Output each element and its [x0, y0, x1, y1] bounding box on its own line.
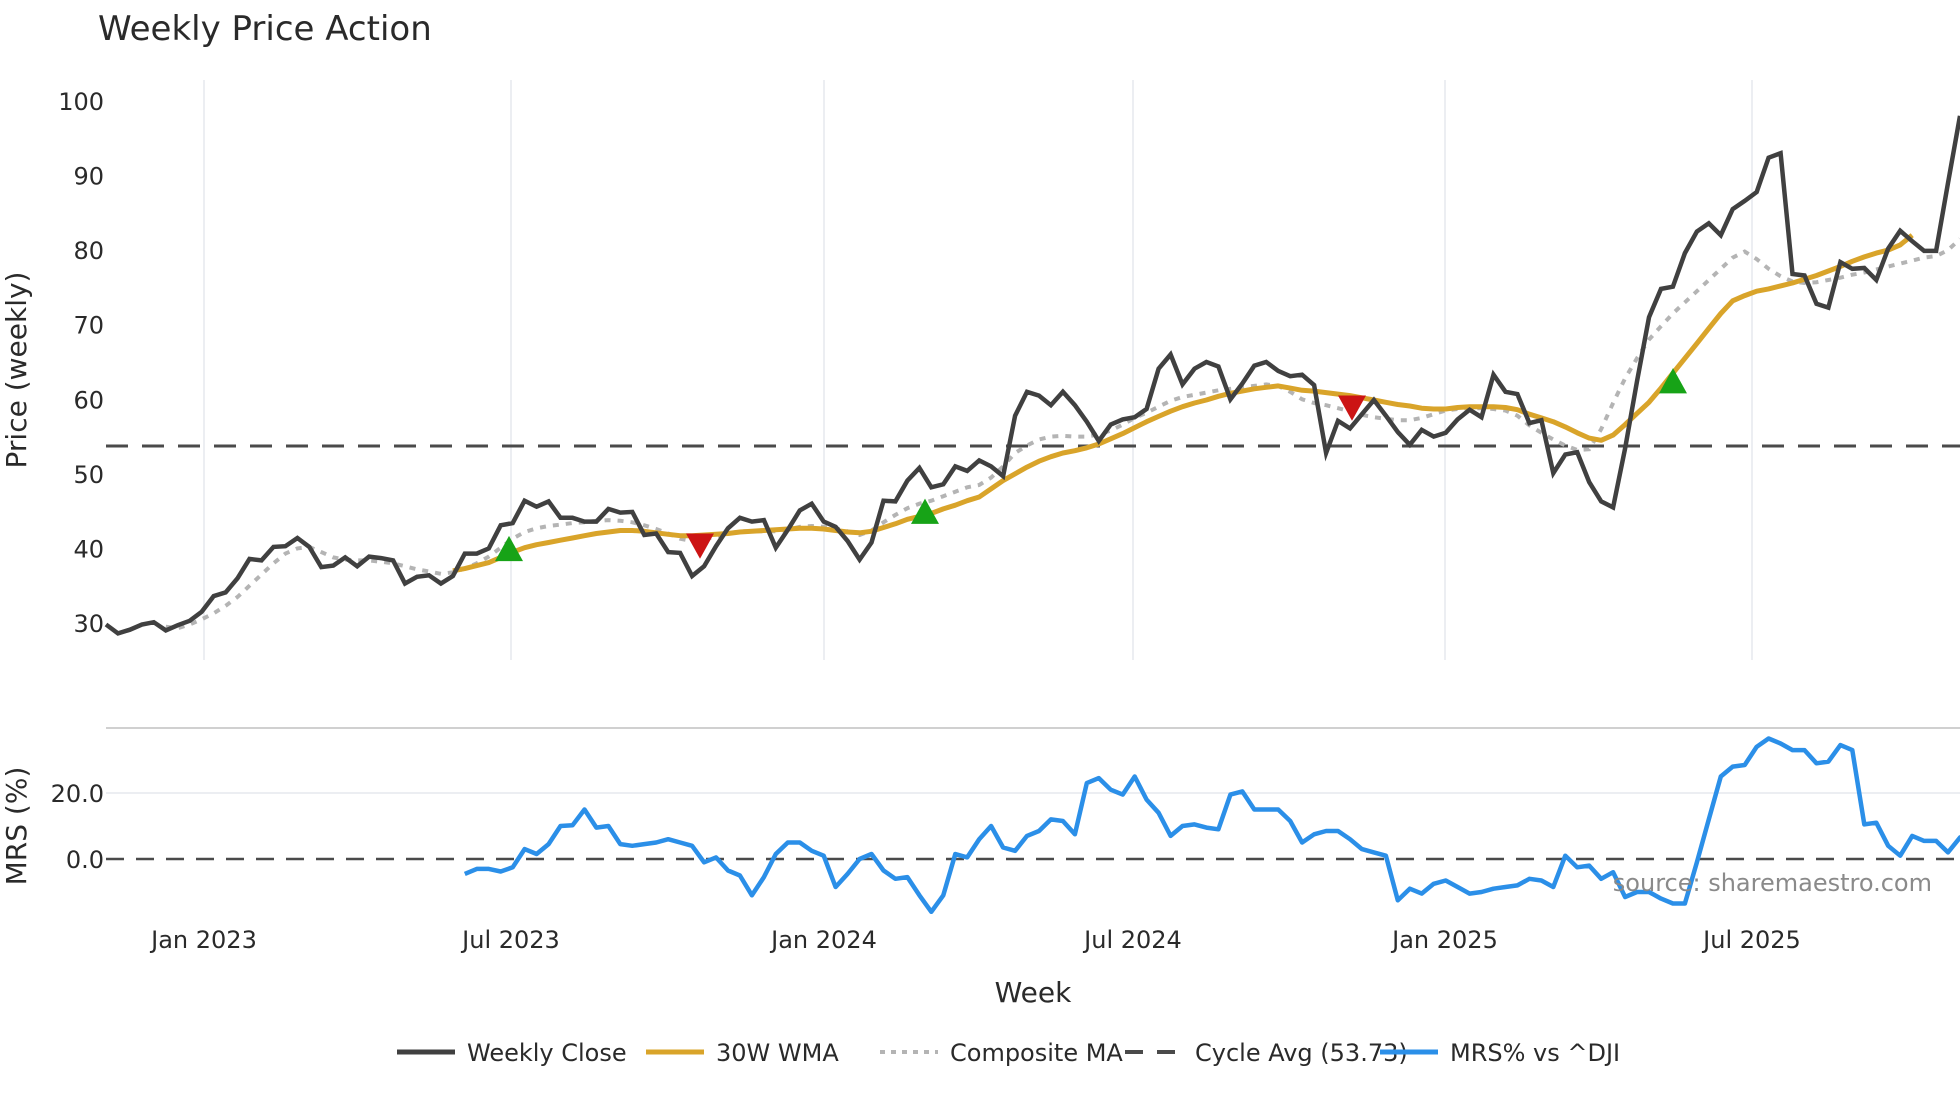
buy-signal-triangle-up-icon — [495, 535, 523, 562]
x-tick-label: Jul 2025 — [1701, 926, 1801, 954]
sell-signal-triangle-down-icon — [686, 533, 714, 559]
x-axis-label: Week — [995, 976, 1072, 1009]
price-vertical-gridlines — [203, 80, 1753, 660]
x-tick-label: Jan 2025 — [1390, 926, 1498, 954]
legend-label-weekly_close: Weekly Close — [467, 1039, 627, 1067]
price-y-ticks: 100 90 80 70 60 50 40 30 — [58, 88, 104, 638]
wma30-line — [452, 233, 1914, 574]
price-y-tick-label: 80 — [73, 237, 104, 265]
x-axis-ticks: Jan 2023 Jul 2023 Jan 2024 Jul 2024 Jan 2025… — [149, 926, 1801, 954]
price-y-tick-label: 30 — [73, 610, 104, 638]
x-tick-label: Jul 2024 — [1082, 926, 1182, 954]
buy-signal-triangle-up-icon — [1659, 368, 1687, 394]
legend-label-mrs: MRS% vs ^DJI — [1450, 1039, 1620, 1067]
legend-label-cycle_avg: Cycle Avg (53.73) — [1195, 1039, 1408, 1067]
price-y-axis-label: Price (weekly) — [0, 272, 33, 469]
sell-signal-triangle-down-icon — [1338, 395, 1366, 421]
mrs-y-tick-label: 0.0 — [66, 846, 104, 874]
composite-ma-line — [165, 237, 1960, 631]
price-y-tick-label: 50 — [73, 461, 104, 489]
x-tick-label: Jul 2023 — [460, 926, 560, 954]
legend-label-composite_ma: Composite MA — [950, 1039, 1123, 1067]
price-y-tick-label: 70 — [73, 312, 104, 340]
mrs-y-tick-label: 20.0 — [51, 780, 104, 808]
price-y-tick-label: 60 — [73, 386, 104, 414]
chart-title: Weekly Price Action — [98, 9, 432, 49]
legend-label-wma30: 30W WMA — [716, 1039, 839, 1067]
mrs-y-axis-label: MRS (%) — [0, 767, 33, 886]
price-panel: 100 90 80 70 60 50 40 30 Price (weekly) — [0, 80, 1960, 660]
source-note: source: sharemaestro.com — [1613, 869, 1932, 897]
signal-markers — [495, 368, 1687, 562]
price-y-tick-label: 40 — [73, 535, 104, 563]
buy-signal-triangle-up-icon — [911, 498, 939, 524]
weekly-close-line — [104, 115, 1960, 636]
price-y-tick-label: 100 — [58, 88, 104, 116]
mrs-y-ticks: 20.0 0.0 — [51, 780, 104, 874]
x-tick-label: Jan 2023 — [149, 926, 257, 954]
mrs-line — [463, 736, 1960, 915]
price-y-tick-label: 90 — [73, 163, 104, 191]
x-tick-label: Jan 2024 — [769, 926, 877, 954]
mrs-panel: 20.0 0.0 MRS (%) source: sharemaestro.com — [0, 727, 1960, 915]
legend: Weekly Close 30W WMA Composite MA Cycle Avg… — [397, 1039, 1620, 1067]
